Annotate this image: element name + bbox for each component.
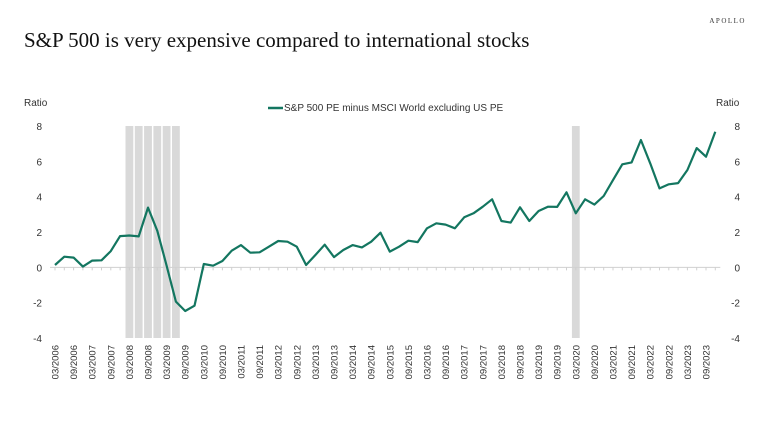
y-axis-label-left: Ratio <box>24 98 48 109</box>
recession-bar <box>144 126 152 338</box>
x-tick-label: 03/2012 <box>274 345 285 379</box>
x-tick-label: 09/2019 <box>553 345 564 379</box>
x-tick-label: 03/2020 <box>571 345 582 379</box>
series-line <box>54 131 717 313</box>
x-tick-label: 03/2013 <box>311 345 322 379</box>
x-tick-label: 09/2013 <box>330 345 341 379</box>
x-tick-label: 09/2017 <box>478 345 489 379</box>
y-tick-label-left: 4 <box>36 193 42 204</box>
chart-title: S&P 500 is very expensive compared to in… <box>24 28 530 52</box>
x-tick-label: 09/2018 <box>516 345 527 379</box>
x-tick-label: 09/2012 <box>292 345 303 379</box>
x-tick-label: 09/2023 <box>702 345 713 379</box>
x-tick-label: 03/2019 <box>534 345 545 379</box>
y-tick-label-right: 6 <box>734 157 740 168</box>
x-tick-label: 03/2010 <box>199 345 210 379</box>
y-tick-label-right: 0 <box>734 263 740 274</box>
y-tick-label-left: -2 <box>33 299 42 310</box>
x-tick-label: 09/2010 <box>218 345 229 379</box>
x-tick-label: 09/2008 <box>144 345 155 379</box>
x-tick-label: 09/2009 <box>181 345 192 379</box>
x-tick-label: 09/2016 <box>441 345 452 379</box>
x-tick-label: 03/2006 <box>51 345 62 379</box>
x-tick-label: 09/2007 <box>106 345 117 379</box>
y-tick-label-right: -2 <box>731 299 740 310</box>
recession-bar <box>571 126 580 338</box>
y-axis: -4 -4 -2 -2 0 0 2 2 4 4 6 6 8 8 <box>33 122 740 345</box>
apollo-logo: APOLLO <box>709 17 746 25</box>
x-tick-label: 09/2014 <box>367 345 378 379</box>
x-tick-label: 03/2018 <box>497 345 508 379</box>
y-tick-label-left: 6 <box>36 157 42 168</box>
y-tick-label-right: 8 <box>734 122 740 133</box>
x-tick-label: 03/2009 <box>162 345 173 379</box>
x-tick-label: 09/2011 <box>255 345 266 379</box>
x-tick-label: 03/2011 <box>237 345 248 379</box>
x-tick-label: 03/2015 <box>385 345 396 379</box>
x-tick-label: 03/2016 <box>423 345 434 379</box>
y-tick-label-right: -4 <box>731 334 740 345</box>
recession-bar <box>162 126 171 338</box>
x-tick-label: 09/2015 <box>404 345 415 379</box>
x-axis: 03/2006 09/2006 03/2007 09/2007 03/2008 09/20… <box>51 267 716 379</box>
x-tick-label: 03/2022 <box>646 345 657 379</box>
x-tick-label: 03/2017 <box>460 345 471 379</box>
legend: S&P 500 PE minus MSCI World excluding US… <box>268 103 504 114</box>
legend-label: S&P 500 PE minus MSCI World excluding US… <box>284 103 504 114</box>
x-tick-label: 03/2007 <box>88 345 99 379</box>
y-tick-label-left: -4 <box>33 334 42 345</box>
x-tick-label: 03/2008 <box>125 345 136 379</box>
recession-bar <box>125 126 134 338</box>
y-tick-label-left: 0 <box>36 263 42 274</box>
x-tick-label: 03/2023 <box>683 345 694 379</box>
x-tick-label: 09/2021 <box>627 345 638 379</box>
x-tick-label: 09/2022 <box>664 345 675 379</box>
recession-bar <box>134 126 143 338</box>
x-tick-label: 09/2006 <box>69 345 80 379</box>
x-tick-label: 09/2020 <box>590 345 601 379</box>
x-tick-label: 03/2014 <box>348 345 359 379</box>
y-tick-label-left: 8 <box>36 122 42 133</box>
y-tick-label-left: 2 <box>36 228 42 239</box>
x-tick-label: 03/2021 <box>609 345 620 379</box>
y-axis-label-right: Ratio <box>716 98 740 109</box>
y-tick-label-right: 2 <box>734 228 740 239</box>
recession-bar <box>172 126 180 338</box>
y-tick-label-right: 4 <box>734 193 740 204</box>
